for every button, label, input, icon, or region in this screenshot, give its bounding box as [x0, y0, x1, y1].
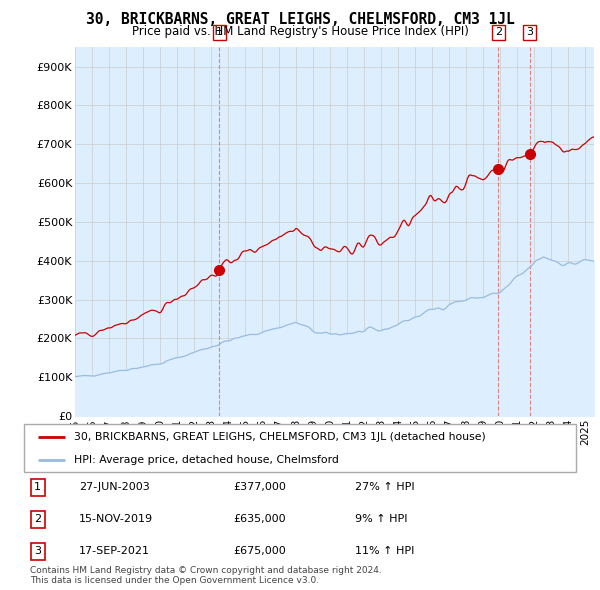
Text: 9% ↑ HPI: 9% ↑ HPI: [355, 514, 408, 525]
Text: 1: 1: [34, 483, 41, 492]
Text: 27% ↑ HPI: 27% ↑ HPI: [355, 483, 415, 492]
Text: 15-NOV-2019: 15-NOV-2019: [79, 514, 154, 525]
Text: 17-SEP-2021: 17-SEP-2021: [79, 546, 150, 556]
Text: 30, BRICKBARNS, GREAT LEIGHS, CHELMSFORD, CM3 1JL: 30, BRICKBARNS, GREAT LEIGHS, CHELMSFORD…: [86, 12, 514, 27]
FancyBboxPatch shape: [24, 424, 576, 472]
Text: HPI: Average price, detached house, Chelmsford: HPI: Average price, detached house, Chel…: [74, 455, 338, 465]
Text: 2: 2: [34, 514, 41, 525]
Text: £675,000: £675,000: [234, 546, 287, 556]
Text: 3: 3: [526, 28, 533, 37]
Text: 3: 3: [34, 546, 41, 556]
Text: Contains HM Land Registry data © Crown copyright and database right 2024.
This d: Contains HM Land Registry data © Crown c…: [30, 566, 382, 585]
Text: 2: 2: [494, 28, 502, 37]
Text: 1: 1: [216, 28, 223, 37]
Text: 30, BRICKBARNS, GREAT LEIGHS, CHELMSFORD, CM3 1JL (detached house): 30, BRICKBARNS, GREAT LEIGHS, CHELMSFORD…: [74, 432, 485, 442]
Text: £635,000: £635,000: [234, 514, 286, 525]
Text: 11% ↑ HPI: 11% ↑ HPI: [355, 546, 415, 556]
Text: Price paid vs. HM Land Registry's House Price Index (HPI): Price paid vs. HM Land Registry's House …: [131, 25, 469, 38]
Text: £377,000: £377,000: [234, 483, 287, 492]
Text: 27-JUN-2003: 27-JUN-2003: [79, 483, 150, 492]
